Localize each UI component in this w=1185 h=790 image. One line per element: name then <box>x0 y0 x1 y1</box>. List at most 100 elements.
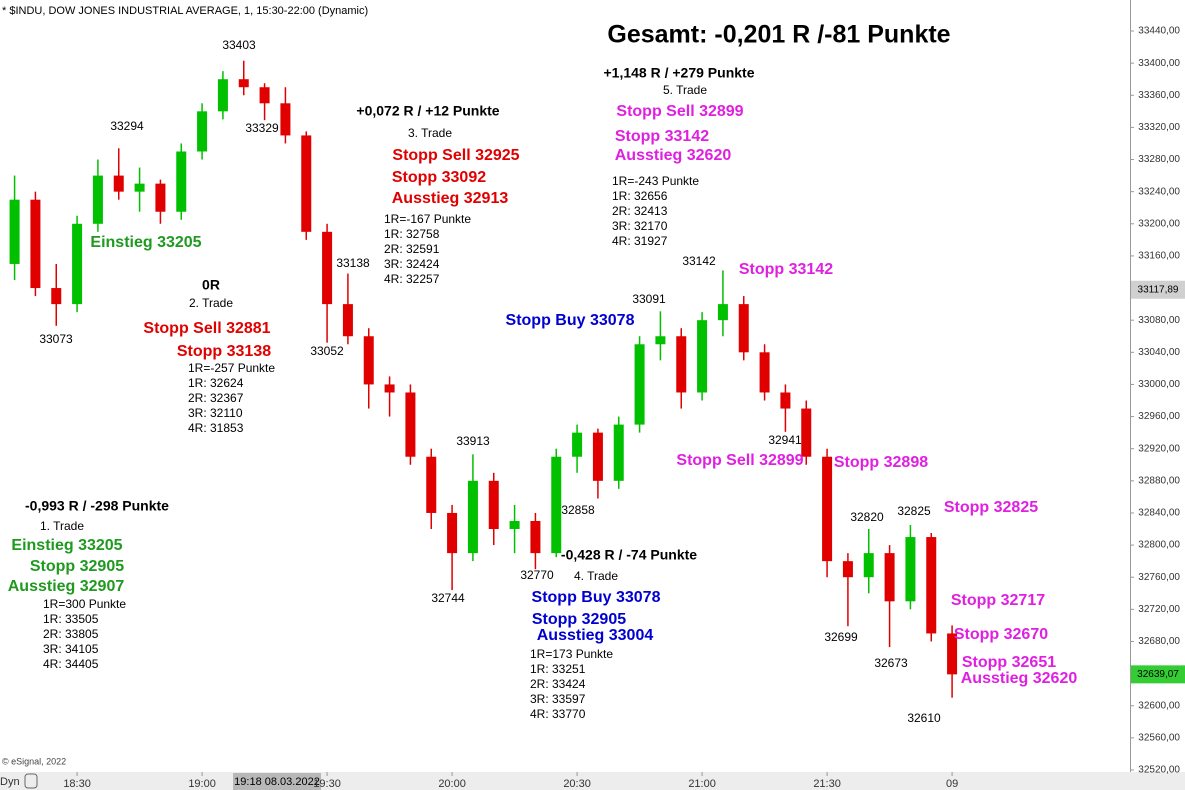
x-tick-label: 21:00 <box>688 778 716 790</box>
annotation: Stopp 32717 <box>951 592 1045 609</box>
x-axis-bar <box>0 772 1185 790</box>
annotation: Stopp Buy 33078 <box>532 589 661 606</box>
candle-body <box>30 199 41 289</box>
candle-body <box>155 183 166 212</box>
crosshair-time-box <box>233 773 321 790</box>
price-marker <box>1131 665 1185 684</box>
annotation: 33329 <box>245 121 279 135</box>
annotation: 4R: 31927 <box>612 234 668 248</box>
y-tick-label: 32520,00 <box>1138 765 1180 776</box>
candle-body <box>51 288 62 305</box>
candle-body <box>363 336 374 385</box>
annotation: 32820 <box>850 510 884 524</box>
annotation: Stopp 32670 <box>954 626 1048 643</box>
candle-body <box>467 480 478 554</box>
crosshair-time: 19:18 08.03.2022 <box>234 776 320 788</box>
y-tick-label: 33160,00 <box>1138 251 1180 262</box>
candle-body <box>259 87 270 104</box>
lock-icon[interactable] <box>24 773 38 789</box>
annotation: 33294 <box>110 119 144 133</box>
y-tick-label: 33080,00 <box>1138 315 1180 326</box>
annotation: 2R: 32367 <box>188 391 244 405</box>
annotation: 3. Trade <box>408 126 452 140</box>
annotation: Stopp 33092 <box>392 169 486 186</box>
candle-body <box>717 304 728 321</box>
annotation: 33138 <box>336 256 370 270</box>
y-tick-label: 32760,00 <box>1138 572 1180 583</box>
annotation: 32744 <box>431 591 465 605</box>
annotation: 4R: 31853 <box>188 421 244 435</box>
x-tick-label: 19:30 <box>313 778 341 790</box>
x-tick-label: 21:30 <box>813 778 841 790</box>
y-tick-label: 33440,00 <box>1138 26 1180 37</box>
annotation: 1R: 33251 <box>530 662 586 676</box>
annotation: 1R=-167 Punkte <box>384 212 471 226</box>
annotation: Stopp 33142 <box>615 128 709 145</box>
candle-body <box>509 520 520 530</box>
candle-body <box>905 537 916 602</box>
annotation: 3R: 32424 <box>384 257 440 271</box>
y-tick-label: 32680,00 <box>1138 636 1180 647</box>
annotation: 3R: 34105 <box>43 642 99 656</box>
annotation: 2R: 33424 <box>530 677 586 691</box>
annotation: 3R: 32110 <box>188 406 243 420</box>
annotation: +0,072 R / +12 Punkte <box>356 103 499 119</box>
candle-body <box>72 223 83 305</box>
candle-body <box>197 111 208 152</box>
price-marker-label: 32639,07 <box>1137 669 1179 680</box>
candle-body <box>238 79 249 88</box>
annotation: 32699 <box>824 630 858 644</box>
annotation: 33091 <box>632 292 666 306</box>
annotation: 5. Trade <box>663 83 707 97</box>
y-tick-label: 33320,00 <box>1138 122 1180 133</box>
annotation: 1R: 32758 <box>384 227 440 241</box>
mode-label: Dyn <box>0 776 20 788</box>
annotation: 32858 <box>561 503 595 517</box>
y-tick-label: 32800,00 <box>1138 540 1180 551</box>
candle-body <box>801 408 812 457</box>
annotation: 4R: 34405 <box>43 657 99 671</box>
annotation: Einstieg 33205 <box>90 234 201 251</box>
annotation: 1R=300 Punkte <box>43 597 126 611</box>
annotation: Stopp 32825 <box>944 499 1038 516</box>
y-tick-label: 33000,00 <box>1138 379 1180 390</box>
y-tick-label: 32880,00 <box>1138 475 1180 486</box>
annotation: 33403 <box>222 38 256 52</box>
candle-body <box>176 151 187 212</box>
annotation: Stopp 33142 <box>739 261 833 278</box>
candle-body <box>697 320 708 393</box>
y-tick-label: 33240,00 <box>1138 186 1180 197</box>
y-tick-label: 33200,00 <box>1138 218 1180 229</box>
y-tick-label: 32560,00 <box>1138 733 1180 744</box>
annotation: 2R: 32591 <box>384 242 440 256</box>
annotation: Stopp 32905 <box>532 611 626 628</box>
candle-body <box>9 199 20 264</box>
annotation: -0,428 R / -74 Punkte <box>561 547 697 563</box>
candle-body <box>738 304 749 353</box>
price-marker-label: 33117,89 <box>1138 284 1179 295</box>
annotation: 2R: 33805 <box>43 627 99 641</box>
y-tick-label: 32920,00 <box>1138 443 1180 454</box>
candle-body <box>134 183 145 192</box>
annotation: 2R: 32413 <box>612 204 668 218</box>
candle-body <box>822 456 833 562</box>
annotation: Ausstieg 32913 <box>392 190 509 207</box>
candle-body <box>947 633 958 675</box>
annotation: Stopp Sell 32899 <box>616 103 743 120</box>
annotation: 1R=-243 Punkte <box>612 174 699 188</box>
candle-body <box>676 336 687 393</box>
price-marker <box>1131 280 1185 299</box>
annotation: -0,993 R / -298 Punkte <box>25 498 169 514</box>
candle-body <box>613 424 624 481</box>
y-tick-label: 32840,00 <box>1138 508 1180 519</box>
y-tick-label: 33280,00 <box>1138 154 1180 165</box>
annotation: Ausstieg 32620 <box>615 147 732 164</box>
candle-body <box>342 304 353 337</box>
annotation: Stopp Sell 32925 <box>392 147 519 164</box>
annotation: 32673 <box>874 656 908 670</box>
annotation: 1R=-257 Punkte <box>188 361 275 375</box>
candle-body <box>426 456 437 513</box>
y-tick-label: 33040,00 <box>1138 347 1180 358</box>
x-tick-label: 18:30 <box>63 778 91 790</box>
annotation: 33073 <box>39 332 73 346</box>
